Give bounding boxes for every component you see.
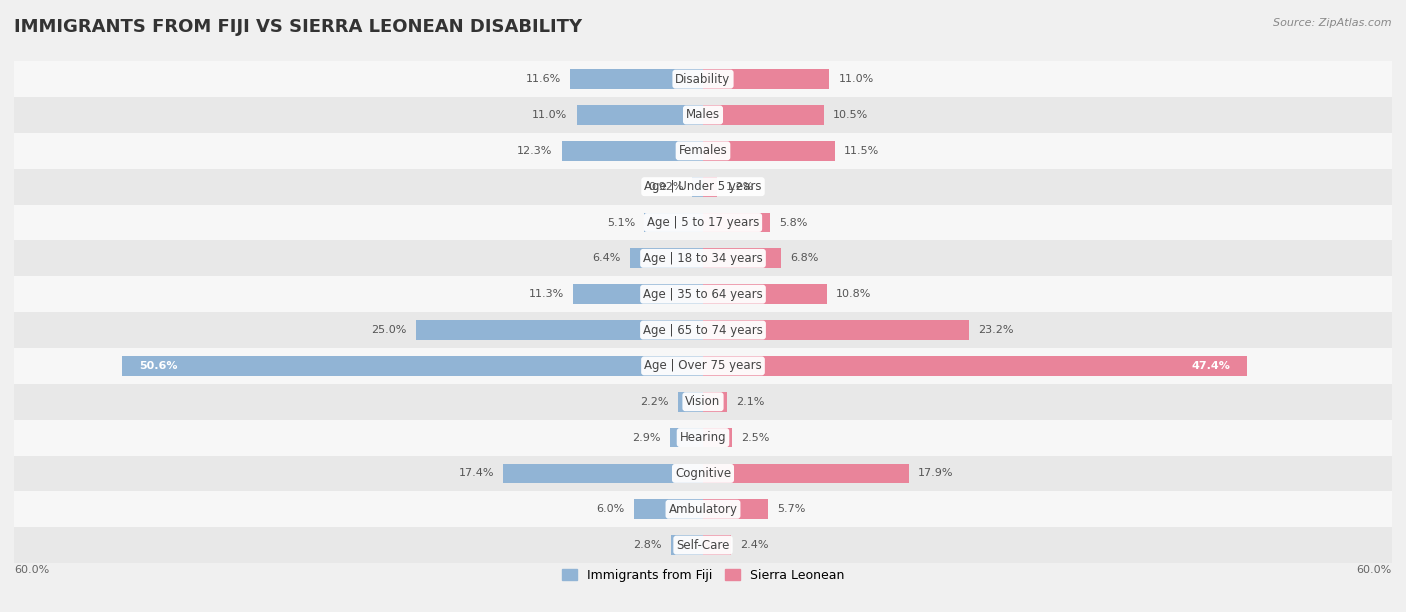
Text: 25.0%: 25.0% [371, 325, 406, 335]
Text: IMMIGRANTS FROM FIJI VS SIERRA LEONEAN DISABILITY: IMMIGRANTS FROM FIJI VS SIERRA LEONEAN D… [14, 18, 582, 36]
Text: Ambulatory: Ambulatory [668, 503, 738, 516]
Bar [692, 177, 703, 196]
Text: Age | 35 to 64 years: Age | 35 to 64 years [643, 288, 763, 300]
Text: Vision: Vision [685, 395, 721, 408]
Bar [703, 392, 727, 412]
Text: 5.1%: 5.1% [607, 217, 636, 228]
Text: 5.7%: 5.7% [778, 504, 806, 514]
Text: 2.5%: 2.5% [741, 433, 769, 442]
Text: 10.8%: 10.8% [837, 289, 872, 299]
Bar [14, 241, 1392, 276]
Text: 11.0%: 11.0% [533, 110, 568, 120]
Bar [14, 276, 1392, 312]
Bar [569, 69, 703, 89]
Bar [503, 463, 703, 483]
Text: Males: Males [686, 108, 720, 121]
Legend: Immigrants from Fiji, Sierra Leonean: Immigrants from Fiji, Sierra Leonean [557, 564, 849, 587]
Text: 0.92%: 0.92% [648, 182, 683, 192]
Bar [644, 212, 703, 233]
Text: 2.8%: 2.8% [633, 540, 662, 550]
Bar [703, 248, 782, 268]
Text: Age | 5 to 17 years: Age | 5 to 17 years [647, 216, 759, 229]
Bar [630, 248, 703, 268]
Bar [703, 463, 908, 483]
Bar [14, 491, 1392, 527]
Bar [671, 536, 703, 555]
Text: 11.5%: 11.5% [844, 146, 880, 156]
Text: 6.0%: 6.0% [596, 504, 624, 514]
Bar [122, 356, 703, 376]
Bar [574, 285, 703, 304]
Text: 6.8%: 6.8% [790, 253, 818, 263]
Text: Disability: Disability [675, 73, 731, 86]
Bar [416, 320, 703, 340]
Text: 17.4%: 17.4% [458, 468, 494, 479]
Bar [703, 105, 824, 125]
Bar [14, 312, 1392, 348]
Text: 2.2%: 2.2% [640, 397, 669, 407]
Bar [703, 320, 969, 340]
Bar [14, 384, 1392, 420]
Bar [14, 169, 1392, 204]
Bar [703, 536, 731, 555]
Text: 50.6%: 50.6% [139, 361, 177, 371]
Bar [703, 428, 731, 447]
Text: Self-Care: Self-Care [676, 539, 730, 551]
Text: 47.4%: 47.4% [1191, 361, 1230, 371]
Text: Females: Females [679, 144, 727, 157]
Text: 12.3%: 12.3% [517, 146, 553, 156]
Text: 1.2%: 1.2% [725, 182, 755, 192]
Bar [14, 204, 1392, 241]
Text: 23.2%: 23.2% [979, 325, 1014, 335]
Bar [703, 499, 769, 519]
Text: 10.5%: 10.5% [832, 110, 868, 120]
Bar [14, 61, 1392, 97]
Text: Cognitive: Cognitive [675, 467, 731, 480]
Bar [576, 105, 703, 125]
Text: 2.1%: 2.1% [737, 397, 765, 407]
Text: 6.4%: 6.4% [592, 253, 620, 263]
Bar [14, 133, 1392, 169]
Text: 2.4%: 2.4% [740, 540, 768, 550]
Bar [14, 420, 1392, 455]
Text: Hearing: Hearing [679, 431, 727, 444]
Bar [703, 356, 1247, 376]
Bar [703, 141, 835, 161]
Bar [14, 348, 1392, 384]
Text: Source: ZipAtlas.com: Source: ZipAtlas.com [1274, 18, 1392, 28]
Bar [562, 141, 703, 161]
Bar [14, 97, 1392, 133]
Text: 17.9%: 17.9% [918, 468, 953, 479]
Text: Age | 18 to 34 years: Age | 18 to 34 years [643, 252, 763, 265]
Text: 11.0%: 11.0% [838, 74, 873, 84]
Text: 11.6%: 11.6% [526, 74, 561, 84]
Text: 2.9%: 2.9% [633, 433, 661, 442]
Text: Age | Under 5 years: Age | Under 5 years [644, 180, 762, 193]
Text: 60.0%: 60.0% [14, 565, 49, 575]
Bar [14, 527, 1392, 563]
Bar [703, 69, 830, 89]
Bar [634, 499, 703, 519]
Bar [703, 285, 827, 304]
Text: Age | 65 to 74 years: Age | 65 to 74 years [643, 324, 763, 337]
Text: Age | Over 75 years: Age | Over 75 years [644, 359, 762, 372]
Text: 5.8%: 5.8% [779, 217, 807, 228]
Bar [703, 177, 717, 196]
Bar [669, 428, 703, 447]
Bar [703, 212, 769, 233]
Bar [14, 455, 1392, 491]
Text: 11.3%: 11.3% [529, 289, 564, 299]
Bar [678, 392, 703, 412]
Text: 60.0%: 60.0% [1357, 565, 1392, 575]
